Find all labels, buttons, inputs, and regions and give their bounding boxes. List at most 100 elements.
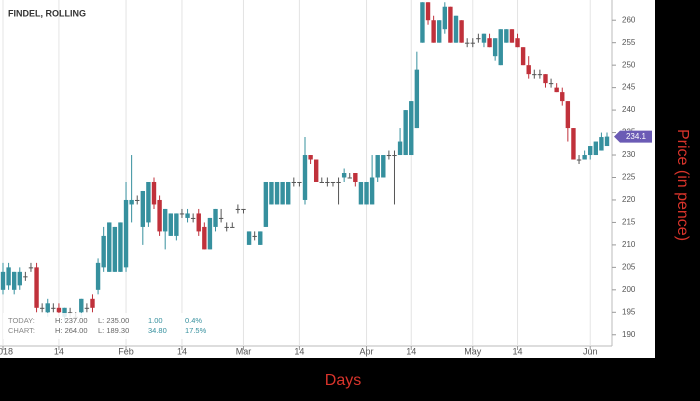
candle-body [230, 226, 235, 228]
candle-body [45, 303, 50, 313]
candle-body [207, 217, 213, 250]
candle-body [464, 42, 470, 44]
candle-body [112, 226, 118, 272]
candle-body [274, 181, 280, 205]
last-price-flag [614, 130, 652, 143]
y-axis-title: Price (in pence) [674, 129, 691, 241]
candle-body [297, 181, 302, 183]
candle-body [537, 74, 543, 76]
x-tick-label: Mar [236, 346, 252, 356]
candle-body [107, 222, 112, 272]
candle-body [375, 155, 380, 178]
stats-box [3, 313, 225, 339]
candle-body [185, 213, 190, 218]
candle-body [437, 20, 442, 43]
candle-body [263, 181, 269, 227]
candle-body [498, 29, 503, 66]
candle-body [90, 298, 95, 308]
candle-body [448, 6, 453, 43]
x-axis-title: Days [325, 372, 361, 389]
stats-text: L: 189.30 [98, 326, 129, 335]
y-tick-label: 200 [622, 285, 636, 294]
candle-body [532, 74, 537, 76]
candle-body [381, 155, 386, 178]
candle-body [224, 226, 229, 228]
candle-body [118, 222, 123, 272]
candle-body [56, 307, 62, 313]
candle-body [504, 29, 509, 43]
candle-body [11, 271, 17, 290]
stats-text: L: 235.00 [98, 316, 129, 325]
y-tick-label: 195 [622, 307, 636, 316]
candle-body [431, 20, 436, 43]
candle-body [353, 173, 358, 182]
candle-body [67, 312, 73, 314]
candle-body [17, 271, 22, 286]
candle-body [403, 110, 408, 156]
x-tick-label: 14 [177, 346, 187, 356]
x-tick-label: 14 [513, 346, 523, 356]
candle-body [509, 29, 515, 43]
candle-body [543, 74, 548, 84]
candle-body [135, 199, 140, 201]
candle-body [162, 208, 168, 232]
chart-title: FINDEL, ROLLING [8, 8, 86, 18]
y-tick-label: 250 [622, 60, 636, 69]
candle-body [420, 2, 425, 43]
x-tick-label: 2018 [0, 346, 13, 356]
stats-text: 17.5% [185, 326, 207, 335]
candle-body [397, 141, 403, 156]
candle-body [453, 15, 459, 43]
candle-body [341, 173, 347, 178]
y-tick-label: 255 [622, 38, 636, 47]
candle-body [129, 199, 134, 205]
y-tick-label: 220 [622, 195, 636, 204]
candle-body [588, 146, 593, 156]
candle-body [123, 199, 129, 268]
candle-body [6, 267, 11, 286]
candle-body [235, 208, 241, 210]
candle-body [554, 87, 559, 93]
candle-body [84, 307, 90, 309]
y-tick-label: 225 [622, 173, 636, 182]
stats-text: TODAY: [8, 316, 35, 325]
x-tick-label: 14 [54, 346, 64, 356]
x-tick-label: May [464, 346, 482, 356]
candle-body [179, 213, 185, 215]
y-tick-label: 245 [622, 83, 636, 92]
candle-body [319, 181, 324, 183]
candle-body [196, 213, 201, 232]
candle-body [582, 155, 587, 160]
candle-body [23, 276, 28, 278]
x-tick-label: Apr [360, 346, 374, 356]
candle-body [347, 177, 352, 179]
x-tick-label: 14 [406, 346, 416, 356]
candle-body [487, 38, 492, 48]
candle-body [302, 155, 308, 200]
candle-body [291, 181, 297, 183]
candle-body [168, 213, 173, 236]
candle-body [280, 181, 285, 205]
candle-body [358, 181, 364, 205]
candle-body [258, 231, 263, 245]
y-tick-label: 210 [622, 240, 636, 249]
candle-body [599, 137, 604, 151]
candle-body [409, 101, 414, 156]
candle-body [414, 69, 420, 129]
candle-body [520, 47, 526, 66]
candle-body [576, 159, 582, 161]
candle-body [252, 235, 257, 237]
y-tick-label: 215 [622, 218, 636, 227]
candle-body [604, 136, 610, 147]
grid [2, 0, 591, 346]
candle-body [548, 83, 554, 85]
candle-body [560, 92, 565, 102]
x-tick-label: Feb [118, 346, 134, 356]
y-tick-label: 230 [622, 150, 636, 159]
candle-body [62, 307, 67, 317]
candle-body [146, 181, 151, 223]
candle-body [571, 128, 576, 160]
candle-body [442, 6, 448, 30]
candle-body [425, 2, 431, 21]
candle-body [336, 181, 341, 183]
